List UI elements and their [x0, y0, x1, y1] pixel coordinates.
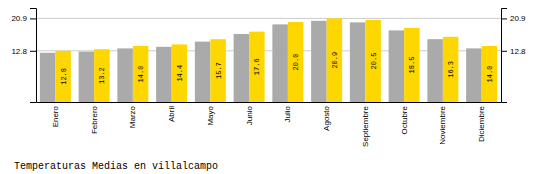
bar-series — [55, 18, 497, 102]
bar — [55, 51, 71, 102]
bar — [288, 22, 304, 102]
data-label: 13.2 — [98, 67, 106, 84]
tick-label: Marzo — [128, 105, 137, 128]
tick-label: Agosto — [322, 105, 331, 130]
tick: Febrero — [90, 105, 99, 134]
tick: 12.8 — [501, 47, 526, 56]
data-label: 20.5 — [370, 53, 378, 70]
bar — [272, 24, 288, 102]
bar-series — [40, 21, 482, 102]
tick: Octubre — [400, 105, 409, 134]
bar — [427, 39, 443, 102]
bars — [40, 18, 497, 102]
data-label: 17.6 — [253, 58, 261, 75]
tick-label: 20.9 — [510, 14, 526, 23]
bar — [389, 30, 405, 102]
plot: 12.8 13.2 14.0 14.4 15.7 17.6 20.0 20.9 20.5 18.5… — [11, 9, 526, 147]
tick: Diciembre — [477, 105, 486, 142]
tick-mark — [501, 51, 507, 52]
data-label: 18.5 — [408, 57, 416, 74]
tick: Agosto — [322, 105, 331, 130]
tick: 20.9 — [11, 14, 36, 23]
bar — [311, 21, 327, 102]
tick: Marzo — [128, 105, 137, 128]
bar — [404, 28, 420, 102]
bar — [133, 46, 149, 102]
data-labels: 12.8 13.2 14.0 14.4 15.7 17.6 20.0 20.9 20.5 18.5… — [60, 52, 494, 85]
data-label: 14.0 — [137, 66, 145, 83]
bar — [466, 48, 482, 102]
axis-line — [502, 9, 508, 103]
tick-label: Mayo — [206, 105, 215, 125]
tick: Septiembre — [361, 105, 370, 146]
bar — [234, 34, 250, 102]
data-label: 14.0 — [486, 66, 494, 83]
y-axis-right: 12.8 20.9 — [501, 9, 526, 103]
bar — [249, 32, 265, 102]
tick: Julio — [283, 105, 292, 122]
tick-label: Septiembre — [361, 105, 370, 146]
tick-label: 20.9 — [11, 14, 27, 23]
tick-label: Enero — [51, 105, 60, 127]
bar — [79, 52, 95, 102]
tick-label: 12.8 — [510, 47, 526, 56]
y-axis: 12.8 20.9 — [11, 9, 36, 103]
axis-line — [30, 9, 37, 103]
axis-line — [37, 102, 502, 103]
bar — [195, 42, 211, 102]
bar — [172, 44, 188, 102]
tick: Noviembre — [438, 105, 447, 144]
data-label: 20.9 — [331, 52, 339, 69]
bar — [443, 37, 459, 102]
data-label: 16.3 — [447, 61, 455, 78]
bar — [40, 53, 56, 102]
bar — [365, 20, 381, 102]
data-label: 14.4 — [176, 65, 184, 82]
bar — [156, 47, 172, 102]
tick-label: Octubre — [400, 105, 409, 134]
tick-label: 12.8 — [11, 47, 27, 56]
tick-label: Febrero — [90, 105, 99, 134]
tick: 12.8 — [11, 47, 36, 56]
bar — [117, 48, 133, 102]
tick-label: Junio — [245, 105, 254, 125]
tick: Abril — [167, 106, 176, 122]
tick-label: Abril — [167, 106, 176, 122]
tick-mark — [30, 18, 36, 19]
tick-label: Diciembre — [477, 105, 486, 142]
data-label: 15.7 — [215, 62, 223, 79]
x-axis: Enero Febrero Marzo Abril Mayo Junio Julio Agos… — [37, 103, 502, 147]
tick: Mayo — [206, 105, 215, 125]
tick: 20.9 — [501, 14, 526, 23]
bar — [350, 22, 366, 102]
data-label: 20.0 — [292, 54, 300, 71]
bar — [94, 49, 110, 102]
tick: Junio — [245, 105, 254, 125]
bar — [482, 46, 498, 102]
bar — [327, 18, 343, 102]
tick-label: Noviembre — [438, 105, 447, 144]
tick: Enero — [51, 105, 60, 127]
bar — [210, 39, 226, 102]
title: Temperaturas Medias en villalcampo — [14, 161, 218, 172]
data-label: 12.8 — [60, 68, 68, 85]
chart: 12.8 13.2 14.0 14.4 15.7 17.6 20.0 20.9 20.5 18.5… — [0, 0, 537, 174]
tick-mark — [501, 18, 507, 19]
tick-mark — [30, 51, 36, 52]
grid-line — [36, 18, 501, 19]
tick-label: Julio — [283, 105, 292, 122]
